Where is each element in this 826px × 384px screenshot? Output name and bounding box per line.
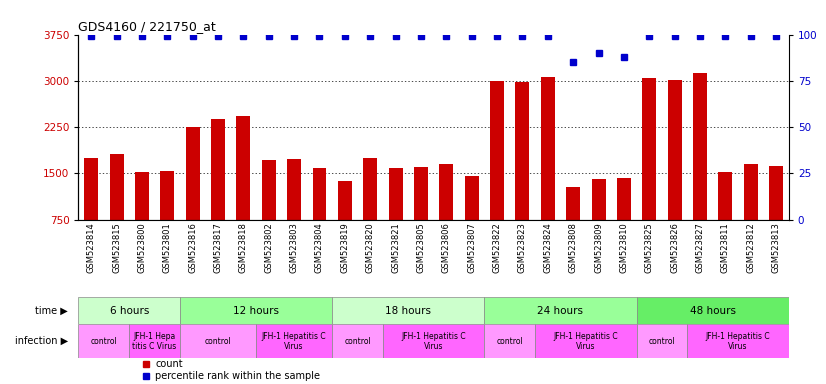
Text: GSM523827: GSM523827 <box>695 222 705 273</box>
Text: GSM523811: GSM523811 <box>721 222 730 273</box>
Bar <box>515 82 529 266</box>
Bar <box>643 78 657 266</box>
Bar <box>211 119 225 266</box>
Text: control: control <box>496 337 523 346</box>
Text: control: control <box>91 337 117 346</box>
Bar <box>135 172 149 266</box>
Bar <box>78 298 180 324</box>
Text: GSM523817: GSM523817 <box>213 222 222 273</box>
Bar <box>363 158 377 266</box>
Text: GSM523823: GSM523823 <box>518 222 527 273</box>
Bar <box>541 77 555 266</box>
Text: JFH-1 Hepatitis C
Virus: JFH-1 Hepatitis C Virus <box>262 331 326 351</box>
Bar <box>383 324 484 358</box>
Bar <box>484 298 637 324</box>
Bar <box>236 116 250 266</box>
Bar <box>262 160 276 266</box>
Text: JFH-1 Hepatitis C
Virus: JFH-1 Hepatitis C Virus <box>401 331 466 351</box>
Bar <box>566 187 580 266</box>
Text: JFH-1 Hepa
titis C Virus: JFH-1 Hepa titis C Virus <box>132 331 177 351</box>
Bar <box>388 168 402 266</box>
Bar <box>617 178 631 266</box>
Text: GSM523812: GSM523812 <box>746 222 755 273</box>
Text: GSM523813: GSM523813 <box>771 222 781 273</box>
Bar <box>535 324 637 358</box>
Bar <box>484 324 535 358</box>
Bar <box>332 324 383 358</box>
Text: GSM523821: GSM523821 <box>391 222 400 273</box>
Text: GSM523826: GSM523826 <box>670 222 679 273</box>
Text: JFH-1 Hepatitis C
Virus: JFH-1 Hepatitis C Virus <box>553 331 618 351</box>
Bar <box>287 159 301 266</box>
Bar <box>338 181 352 266</box>
Text: GSM523820: GSM523820 <box>366 222 375 273</box>
Text: GSM523815: GSM523815 <box>112 222 121 273</box>
Text: GSM523807: GSM523807 <box>468 222 477 273</box>
Text: GSM523803: GSM523803 <box>290 222 299 273</box>
Text: time ▶: time ▶ <box>35 306 68 316</box>
Bar <box>693 73 707 266</box>
Text: GSM523810: GSM523810 <box>620 222 629 273</box>
Text: GSM523801: GSM523801 <box>163 222 172 273</box>
Bar <box>129 324 180 358</box>
Bar <box>186 127 200 266</box>
Bar <box>490 81 504 266</box>
Text: GSM523814: GSM523814 <box>87 222 96 273</box>
Bar <box>769 166 783 266</box>
Text: control: control <box>648 337 676 346</box>
Text: GSM523808: GSM523808 <box>568 222 577 273</box>
Text: control: control <box>205 337 231 346</box>
Text: 48 hours: 48 hours <box>690 306 736 316</box>
Bar <box>465 176 479 266</box>
Text: GSM523802: GSM523802 <box>264 222 273 273</box>
Bar <box>687 324 789 358</box>
Bar <box>180 324 256 358</box>
Text: GSM523805: GSM523805 <box>416 222 425 273</box>
Text: GSM523825: GSM523825 <box>645 222 654 273</box>
Text: GSM523804: GSM523804 <box>315 222 324 273</box>
Text: GSM523818: GSM523818 <box>239 222 248 273</box>
Text: GSM523824: GSM523824 <box>544 222 553 273</box>
Text: GSM523809: GSM523809 <box>594 222 603 273</box>
Bar <box>78 324 129 358</box>
Text: GSM523819: GSM523819 <box>340 222 349 273</box>
Text: GSM523800: GSM523800 <box>137 222 146 273</box>
Bar <box>439 164 453 266</box>
Bar <box>84 158 98 266</box>
Text: 12 hours: 12 hours <box>233 306 279 316</box>
Text: GSM523816: GSM523816 <box>188 222 197 273</box>
Text: GSM523822: GSM523822 <box>492 222 501 273</box>
Text: 24 hours: 24 hours <box>538 306 583 316</box>
Bar <box>591 179 605 266</box>
Bar <box>312 168 326 266</box>
Bar <box>332 298 484 324</box>
Text: 18 hours: 18 hours <box>385 306 431 316</box>
Text: percentile rank within the sample: percentile rank within the sample <box>155 371 320 381</box>
Bar <box>719 172 733 266</box>
Bar <box>637 324 687 358</box>
Text: GDS4160 / 221750_at: GDS4160 / 221750_at <box>78 20 216 33</box>
Bar <box>637 298 789 324</box>
Bar <box>414 167 428 266</box>
Bar <box>110 154 124 266</box>
Text: infection ▶: infection ▶ <box>15 336 68 346</box>
Text: 6 hours: 6 hours <box>110 306 149 316</box>
Bar <box>180 298 332 324</box>
Text: control: control <box>344 337 371 346</box>
Text: JFH-1 Hepatitis C
Virus: JFH-1 Hepatitis C Virus <box>705 331 771 351</box>
Bar <box>160 171 174 266</box>
Text: count: count <box>155 359 183 369</box>
Bar <box>256 324 332 358</box>
Bar <box>743 164 757 266</box>
Bar <box>667 79 681 266</box>
Text: GSM523806: GSM523806 <box>442 222 451 273</box>
